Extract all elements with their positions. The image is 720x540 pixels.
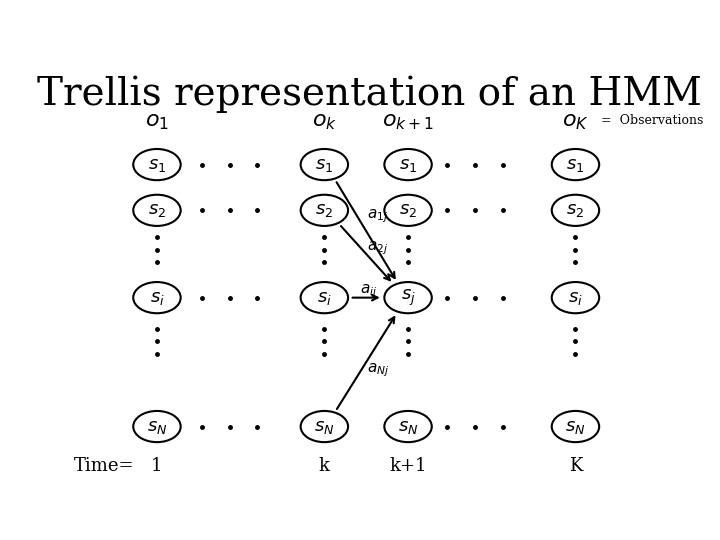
Ellipse shape — [384, 282, 432, 313]
Text: 1: 1 — [151, 457, 163, 475]
Text: $s_{N}$: $s_{N}$ — [147, 417, 167, 436]
Text: Trellis representation of an HMM: Trellis representation of an HMM — [37, 75, 701, 113]
Text: $s_{1}$: $s_{1}$ — [567, 156, 585, 173]
Text: $s_{N}$: $s_{N}$ — [565, 417, 585, 436]
Text: $s_{j}$: $s_{j}$ — [400, 287, 415, 308]
Text: K: K — [569, 457, 582, 475]
Text: $a_{1j}$: $a_{1j}$ — [367, 207, 388, 225]
Text: $o_K$: $o_K$ — [562, 110, 589, 132]
Text: $a_{Nj}$: $a_{Nj}$ — [367, 362, 390, 379]
Text: $s_{2}$: $s_{2}$ — [315, 201, 333, 219]
Text: $s_{i}$: $s_{i}$ — [150, 289, 164, 307]
Text: $s_{2}$: $s_{2}$ — [567, 201, 585, 219]
Text: $s_{N}$: $s_{N}$ — [398, 417, 418, 436]
Text: =  Observations: = Observations — [600, 114, 703, 127]
Text: $o_1$: $o_1$ — [145, 110, 169, 132]
Text: $s_{1}$: $s_{1}$ — [315, 156, 333, 173]
Text: $s_{1}$: $s_{1}$ — [399, 156, 417, 173]
Text: $o_{k+1}$: $o_{k+1}$ — [382, 110, 434, 132]
Text: $s_{i}$: $s_{i}$ — [568, 289, 583, 307]
Text: $a_{2j}$: $a_{2j}$ — [367, 240, 388, 258]
Text: $s_{1}$: $s_{1}$ — [148, 156, 166, 173]
Text: k: k — [319, 457, 330, 475]
Text: $s_{2}$: $s_{2}$ — [399, 201, 417, 219]
Text: $o_k$: $o_k$ — [312, 110, 337, 132]
Text: k+1: k+1 — [390, 457, 427, 475]
Text: Time=: Time= — [73, 457, 134, 475]
Text: $s_{2}$: $s_{2}$ — [148, 201, 166, 219]
Text: $s_{N}$: $s_{N}$ — [314, 417, 335, 436]
Text: $a_{ij}$: $a_{ij}$ — [359, 282, 377, 300]
Text: $s_{i}$: $s_{i}$ — [317, 289, 332, 307]
